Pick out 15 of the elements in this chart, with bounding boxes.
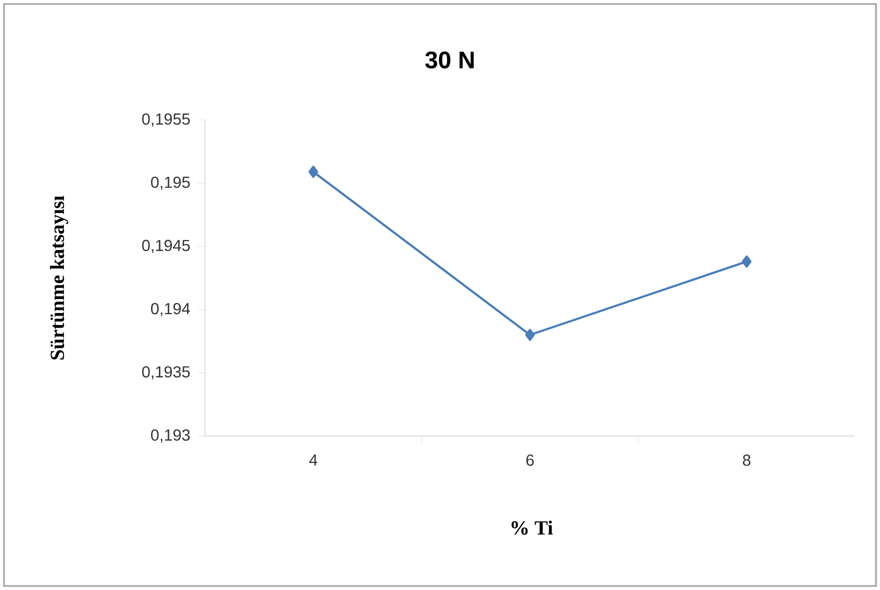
y-tick-label: 0,193 — [151, 429, 190, 443]
point — [742, 255, 752, 268]
y-tick-label: 0,1935 — [142, 366, 190, 380]
x-tick-label: 4 — [309, 454, 318, 466]
y-tick-label: 0,1955 — [142, 113, 190, 127]
chart-title: 30 N — [425, 51, 474, 69]
x-tick-label: 6 — [526, 454, 534, 466]
y-tick-label: 0,195 — [151, 176, 190, 190]
y-tick-label: 0,194 — [151, 302, 190, 316]
point — [308, 166, 318, 178]
x-tick-label: 8 — [742, 454, 750, 466]
y-axis-title: Sürtünme katsayısı — [50, 196, 68, 360]
point — [525, 328, 535, 341]
x-axis-title: % Ti — [512, 520, 553, 535]
y-tick-label: 0,1945 — [142, 240, 190, 254]
